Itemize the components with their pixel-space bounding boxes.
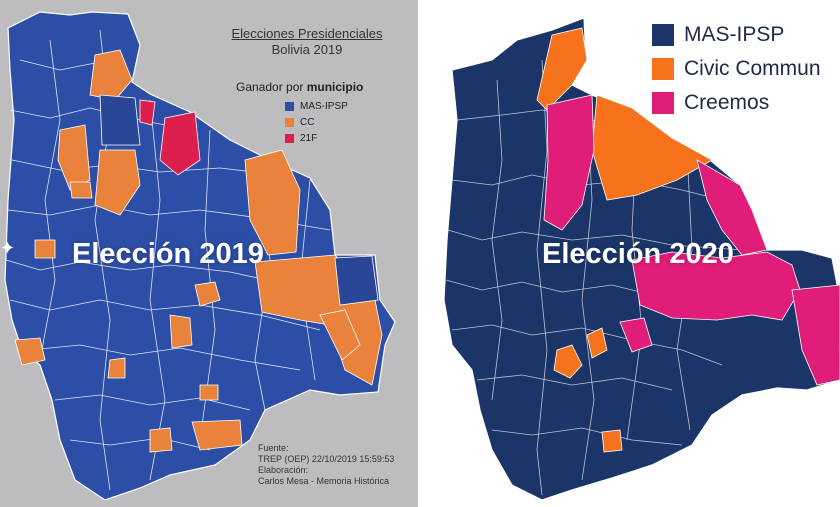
map-2020 <box>443 17 840 501</box>
map-2020-panel: Elección 2020 MAS-IPSP Civic Commun Cree… <box>422 0 840 507</box>
legend-item-mas: MAS-IPSP <box>285 98 348 114</box>
source-line-2: TREP (OEP) 22/10/2019 15:59:53 <box>258 454 395 464</box>
legend-swatch-civic-2020 <box>652 58 674 80</box>
legend-label-21f: 21F <box>300 132 318 144</box>
legend-label-cc: CC <box>300 116 315 128</box>
legend-item-21f: 21F <box>285 130 348 146</box>
legend-title-2019: Ganador por municipio <box>236 80 363 94</box>
map-heading: Elecciones Presidenciales Bolivia 2019 <box>204 26 410 58</box>
heading-line-1: Elecciones Presidenciales <box>231 26 383 41</box>
legend-label-mas: MAS-IPSP <box>300 100 348 112</box>
overlay-title-2019: Elección 2019 <box>72 238 264 270</box>
legend-item-civic-2020: Civic Commun <box>652 52 821 86</box>
map-2019-panel: Elecciones Presidenciales Bolivia 2019 G… <box>0 0 418 507</box>
legend-item-cc: CC <box>285 114 348 130</box>
source-line-1: Fuente: <box>258 443 289 453</box>
legend-swatch-creemos-2020 <box>652 92 674 114</box>
legend-swatch-21f <box>285 133 294 143</box>
legend-label-civic-2020: Civic Commun <box>684 57 821 80</box>
source-note: Fuente: TREP (OEP) 22/10/2019 15:59:53 E… <box>258 443 394 487</box>
legend-title-bold: municipio <box>306 80 364 94</box>
legend-label-creemos-2020: Creemos <box>684 91 770 114</box>
panel-divider <box>418 0 422 507</box>
legend-item-mas-2020: MAS-IPSP <box>652 18 821 52</box>
legend-swatch-mas <box>285 101 294 111</box>
legend-2019: MAS-IPSP CC 21F <box>285 98 348 146</box>
legend-item-creemos-2020: Creemos <box>652 86 821 120</box>
creemos-regions-2020 <box>543 94 840 386</box>
cc-regions-2020 <box>536 27 713 453</box>
mas-regions-2019 <box>99 94 379 306</box>
legend-title-prefix: Ganador por <box>236 80 307 94</box>
source-line-4: Carlos Mesa - Memoria Histórica <box>258 476 390 486</box>
legend-swatch-mas-2020 <box>652 24 674 46</box>
legend-swatch-cc <box>285 117 294 127</box>
source-line-3: Elaboración: <box>258 465 309 475</box>
legend-label-mas-2020: MAS-IPSP <box>684 23 785 46</box>
legend-2020: MAS-IPSP Civic Commun Creemos <box>652 18 821 120</box>
overlay-title-2020: Elección 2020 <box>542 238 734 270</box>
f21-regions-2019 <box>139 99 201 176</box>
map-2019 <box>4 11 396 501</box>
arrow-left-icon: ✦ <box>0 238 16 258</box>
heading-line-2: Bolivia 2019 <box>271 42 343 57</box>
